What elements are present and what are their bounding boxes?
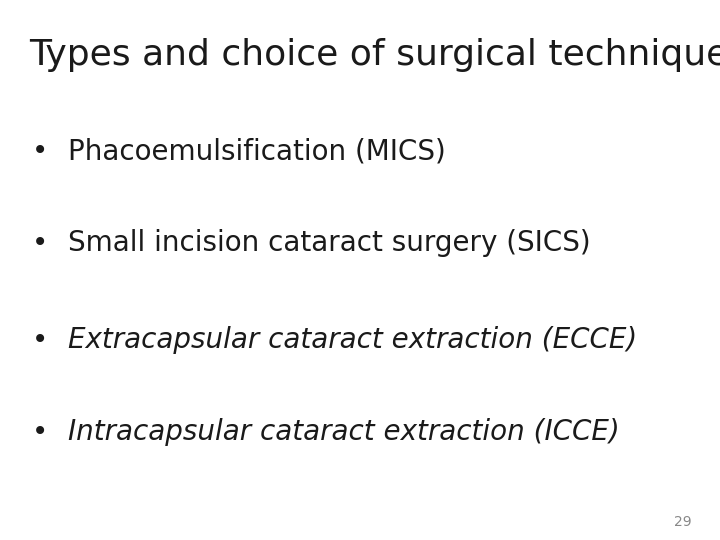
Text: Types and choice of surgical techniques: Types and choice of surgical techniques — [29, 38, 720, 72]
Text: Phacoemulsification (MICS): Phacoemulsification (MICS) — [68, 137, 446, 165]
Text: •: • — [32, 418, 48, 446]
Text: 29: 29 — [674, 515, 691, 529]
Text: •: • — [32, 137, 48, 165]
Text: •: • — [32, 326, 48, 354]
Text: Extracapsular cataract extraction (ECCE): Extracapsular cataract extraction (ECCE) — [68, 326, 638, 354]
Text: Small incision cataract surgery (SICS): Small incision cataract surgery (SICS) — [68, 229, 591, 257]
Text: Intracapsular cataract extraction (ICCE): Intracapsular cataract extraction (ICCE) — [68, 418, 620, 446]
Text: •: • — [32, 229, 48, 257]
